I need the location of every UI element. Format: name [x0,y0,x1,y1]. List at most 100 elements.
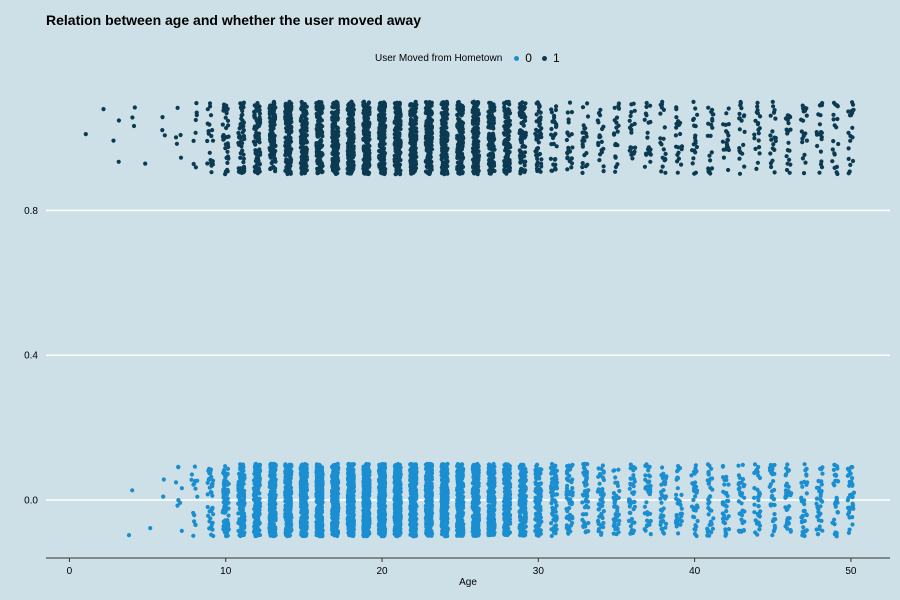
data-point-0 [395,515,400,521]
data-point-0 [223,475,228,480]
data-point-0 [332,523,337,528]
data-point-0 [252,497,257,502]
data-point-0 [223,508,228,513]
data-point-0 [320,480,325,485]
data-point-0 [268,521,273,526]
data-point-0 [457,490,462,495]
data-point-0 [362,489,367,494]
data-point-0 [254,484,259,489]
data-point-0 [365,477,370,482]
data-point-0 [289,526,294,532]
data-point-0 [254,528,259,533]
data-point-0 [412,524,417,530]
data-point-0 [241,514,246,520]
data-point-0 [299,495,304,500]
data-point-0 [408,462,413,467]
data-point-0 [221,469,226,474]
data-point-0 [268,466,273,471]
data-point-0 [428,512,433,517]
data-point-0 [240,472,245,477]
data-point-0 [252,506,257,512]
data-point-0 [442,470,447,475]
legend-marker-1 [541,55,547,61]
data-point-0 [252,493,257,498]
x-tick-label: 30 [533,566,545,577]
data-point-0 [315,480,320,485]
data-point-0 [459,500,465,505]
data-point-0 [361,485,366,490]
data-point-0 [226,513,231,518]
data-point-0 [393,469,398,474]
data-point-0 [347,506,352,511]
data-point-0 [301,509,306,514]
data-point-0 [383,481,388,487]
data-point-0 [254,489,259,494]
data-point-0 [193,522,198,527]
data-point-0 [458,533,463,538]
data-point-0 [161,477,166,482]
data-point-0 [241,491,246,496]
data-point-0 [223,496,228,501]
data-point-0 [207,509,212,514]
data-point-0 [316,506,321,512]
legend-marker-0 [514,55,520,61]
data-point-0 [380,518,385,523]
data-point-0 [176,498,181,503]
data-point-0 [346,518,351,523]
data-point-0 [456,496,461,501]
legend-item-0[interactable]: 0 [514,51,532,65]
data-point-0 [426,521,431,526]
data-point-0 [211,478,216,483]
legend-item-1[interactable]: 1 [541,51,560,65]
data-point-0 [209,490,214,495]
data-point-0 [456,506,461,511]
data-point-0 [271,501,276,506]
data-point-0 [236,520,241,526]
data-point-0 [335,505,340,510]
data-point-0 [393,525,398,530]
data-point-0 [397,479,402,484]
data-point-0 [412,503,417,508]
data-point-0 [444,464,449,469]
data-point-0 [301,474,306,479]
data-point-0 [272,497,277,502]
data-point-0 [269,513,274,518]
data-point-0 [439,520,445,526]
data-point-0 [393,531,398,536]
data-point-0 [443,529,449,535]
data-point-0 [236,480,241,485]
data-point-0 [380,472,385,477]
data-point-0 [240,477,246,482]
data-point-0 [207,466,212,471]
legend-title: User Moved from Hometown [375,52,503,64]
data-point-0 [256,476,262,481]
data-point-0 [173,480,179,485]
data-point-0 [268,497,273,502]
data-point-0 [226,500,231,505]
data-point-0 [288,520,293,525]
data-point-0 [412,492,417,497]
data-point-0 [378,511,383,516]
data-point-0 [346,498,351,503]
data-point-0 [393,478,398,483]
data-point-0 [394,474,399,479]
data-point-0 [428,503,433,508]
data-point-0 [398,474,403,479]
data-point-0 [304,468,309,473]
data-point-0 [241,532,246,537]
data-point-0 [241,494,247,499]
data-point-0 [210,527,215,532]
data-point-0 [283,489,288,494]
data-point-0 [286,466,291,471]
data-point-0 [221,480,226,485]
data-point-0 [378,494,383,499]
y-tick-label: 0.0 [24,496,38,507]
data-point-0 [209,474,214,479]
data-point-0 [191,510,196,516]
data-point-0 [396,520,401,525]
data-point-0 [334,489,340,494]
data-point-0 [283,509,288,515]
data-point-0 [256,522,261,527]
data-point-0 [331,500,336,505]
data-point-0 [285,481,290,486]
